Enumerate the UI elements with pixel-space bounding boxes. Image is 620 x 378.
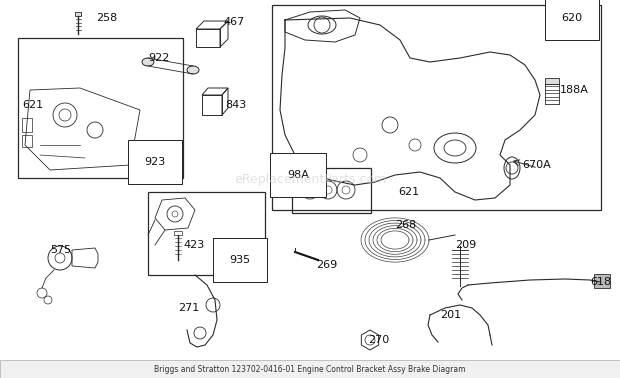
Text: 98A: 98A bbox=[287, 170, 309, 180]
Bar bbox=[75, 12, 81, 16]
Bar bbox=[18, 38, 183, 178]
Bar bbox=[174, 231, 182, 235]
Text: 467: 467 bbox=[223, 17, 244, 27]
Ellipse shape bbox=[187, 66, 199, 74]
Text: 618: 618 bbox=[590, 277, 611, 287]
Text: Briggs and Stratton 123702-0416-01 Engine Control Bracket Assy Brake Diagram: Briggs and Stratton 123702-0416-01 Engin… bbox=[154, 364, 466, 373]
Bar bbox=[0, 360, 620, 378]
Text: 621: 621 bbox=[398, 187, 419, 197]
Text: 209: 209 bbox=[455, 240, 476, 250]
Text: 620: 620 bbox=[562, 13, 583, 23]
Text: 935: 935 bbox=[229, 255, 250, 265]
Text: 188A: 188A bbox=[560, 85, 589, 95]
Text: 258: 258 bbox=[96, 13, 117, 23]
Bar bbox=[22, 118, 32, 132]
Ellipse shape bbox=[142, 58, 154, 66]
Text: 843: 843 bbox=[225, 100, 246, 110]
Bar bbox=[545, 78, 559, 84]
Bar bbox=[272, 5, 601, 210]
Text: 271: 271 bbox=[178, 303, 199, 313]
Text: 922: 922 bbox=[148, 53, 169, 63]
Text: 201: 201 bbox=[440, 310, 461, 320]
Bar bbox=[292, 168, 371, 213]
Text: 923: 923 bbox=[144, 157, 166, 167]
Bar bbox=[22, 135, 32, 147]
Text: 575: 575 bbox=[50, 245, 71, 255]
Text: eReplacementParts.com: eReplacementParts.com bbox=[234, 172, 386, 186]
Bar bbox=[148, 192, 265, 275]
Bar bbox=[594, 274, 610, 288]
Text: 423: 423 bbox=[183, 240, 204, 250]
Text: 268: 268 bbox=[395, 220, 416, 230]
Text: 621: 621 bbox=[22, 100, 43, 110]
Text: 269: 269 bbox=[316, 260, 337, 270]
Text: 670A: 670A bbox=[522, 160, 551, 170]
Text: 270: 270 bbox=[368, 335, 389, 345]
